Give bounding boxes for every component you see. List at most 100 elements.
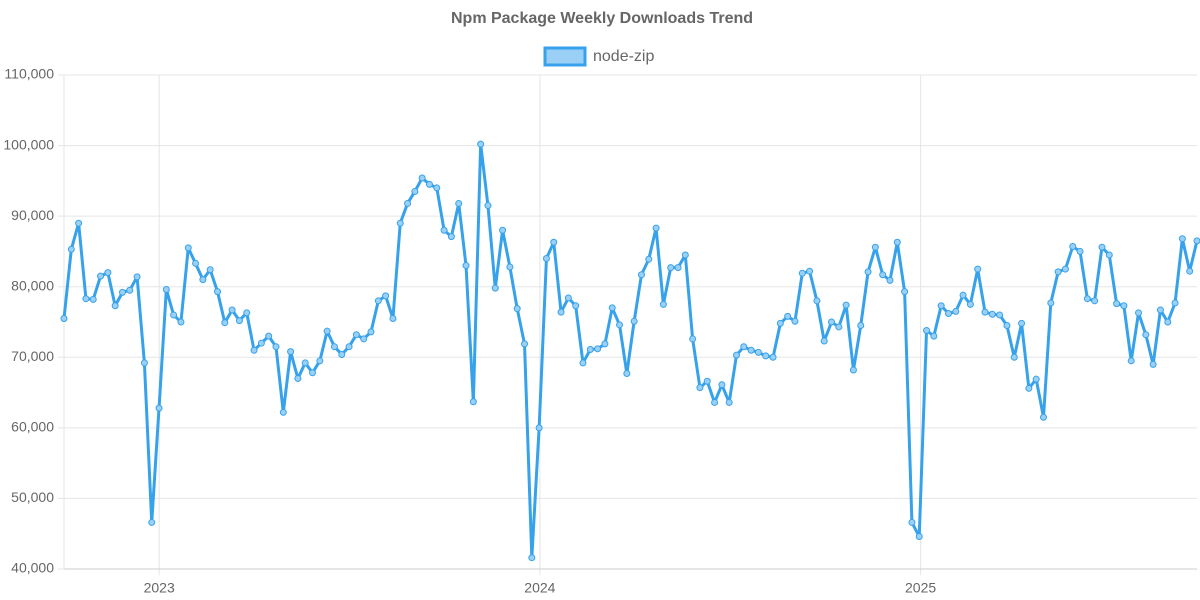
point xyxy=(528,554,536,562)
legend-swatch xyxy=(543,46,587,67)
point xyxy=(1193,237,1200,245)
point xyxy=(82,295,90,303)
point xyxy=(550,238,558,246)
point xyxy=(864,268,872,276)
point xyxy=(564,294,572,302)
point xyxy=(287,348,295,356)
point xyxy=(681,251,689,259)
point xyxy=(1178,235,1186,243)
point xyxy=(1061,265,1069,273)
point xyxy=(1142,331,1150,339)
point xyxy=(484,202,492,210)
point xyxy=(323,327,331,335)
point xyxy=(703,377,711,385)
point xyxy=(572,302,580,310)
point xyxy=(235,317,243,325)
point xyxy=(623,370,631,378)
point xyxy=(608,304,616,312)
point xyxy=(893,238,901,246)
point xyxy=(645,255,653,263)
point xyxy=(499,226,507,234)
point xyxy=(1156,306,1164,314)
point xyxy=(813,297,821,305)
point xyxy=(425,180,433,188)
point xyxy=(601,340,609,348)
point xyxy=(930,332,938,340)
point xyxy=(630,317,638,325)
point xyxy=(89,295,97,303)
point xyxy=(250,346,258,354)
point xyxy=(228,306,236,314)
point xyxy=(367,328,375,336)
point xyxy=(1091,297,1099,305)
point xyxy=(477,140,485,148)
point xyxy=(316,357,324,365)
point xyxy=(535,424,543,432)
point xyxy=(265,332,273,340)
point xyxy=(177,318,185,326)
point xyxy=(1113,300,1121,308)
point xyxy=(901,288,909,296)
point xyxy=(170,311,178,319)
point xyxy=(689,335,697,343)
point xyxy=(791,317,799,325)
point xyxy=(637,271,645,279)
point xyxy=(871,243,879,251)
point xyxy=(1003,322,1011,330)
point xyxy=(60,314,68,322)
point xyxy=(206,266,214,274)
point xyxy=(718,381,726,389)
point xyxy=(944,310,952,318)
point xyxy=(842,301,850,309)
x-tick-label: 2023 xyxy=(144,580,175,596)
point xyxy=(404,199,412,207)
point xyxy=(360,335,368,343)
point xyxy=(301,359,309,367)
y-tick-label: 40,000 xyxy=(11,560,54,576)
point xyxy=(118,288,126,296)
point xyxy=(784,312,792,320)
point xyxy=(769,353,777,361)
point xyxy=(923,326,931,334)
chart-title: Npm Package Weekly Downloads Trend xyxy=(451,10,753,27)
point xyxy=(396,219,404,227)
point xyxy=(506,263,514,271)
point xyxy=(981,308,989,316)
y-tick-label: 110,000 xyxy=(4,66,54,82)
point xyxy=(447,233,455,241)
point xyxy=(411,187,419,195)
point xyxy=(382,292,390,300)
y-tick-label: 50,000 xyxy=(11,489,54,505)
point xyxy=(1083,295,1091,303)
y-tick-label: 90,000 xyxy=(11,207,54,223)
point xyxy=(659,300,667,308)
point xyxy=(1010,353,1018,361)
point xyxy=(1018,319,1026,327)
point xyxy=(330,343,338,351)
point xyxy=(652,224,660,232)
point xyxy=(67,245,75,253)
point xyxy=(352,331,360,339)
point xyxy=(806,267,814,275)
point xyxy=(776,319,784,327)
point xyxy=(140,359,148,367)
point xyxy=(309,369,317,377)
point xyxy=(966,300,974,308)
x-tick-label: 2025 xyxy=(905,580,936,596)
point xyxy=(491,284,499,292)
point xyxy=(272,343,280,351)
point xyxy=(104,269,112,277)
point xyxy=(469,398,477,406)
x-tick-label: 2024 xyxy=(524,580,555,596)
point xyxy=(557,308,565,316)
y-tick-label: 70,000 xyxy=(11,348,54,364)
legend-label: node-zip xyxy=(593,48,654,65)
point xyxy=(996,311,1004,319)
point xyxy=(857,322,865,330)
point xyxy=(1032,375,1040,383)
point xyxy=(418,174,426,182)
point xyxy=(199,276,207,284)
point xyxy=(696,384,704,392)
point xyxy=(988,310,996,318)
